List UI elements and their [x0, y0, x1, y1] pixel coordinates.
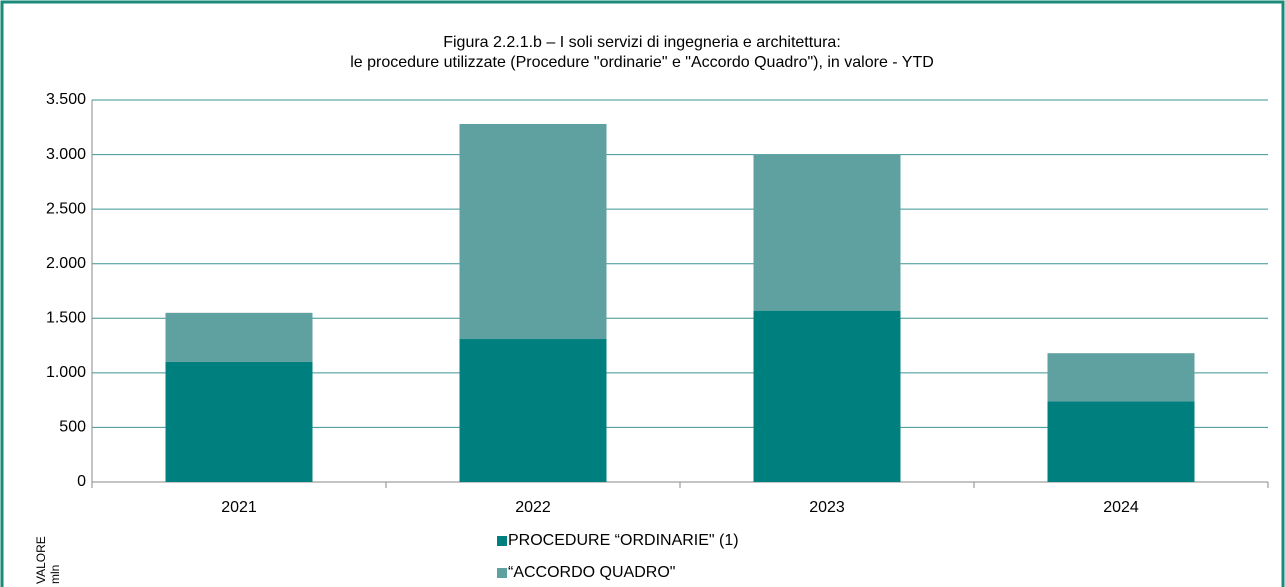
y-axis-label: mln	[48, 565, 62, 584]
bar-segment	[459, 124, 607, 340]
bar-segment	[753, 310, 901, 482]
legend-label: “ACCORDO QUADRO"	[508, 564, 675, 581]
legend-label: PROCEDURE “ORDINARIE" (1)	[508, 532, 739, 549]
y-tick-label: 500	[59, 419, 86, 436]
y-tick-label: 2.000	[46, 255, 86, 272]
bar-segment	[459, 339, 607, 482]
chart-title: Figura 2.2.1.b – I soli servizi di ingeg…	[443, 34, 841, 51]
x-tick-label: 2024	[1103, 499, 1139, 516]
bar-segment	[1047, 353, 1195, 402]
bar-segment	[753, 154, 901, 311]
x-tick-label: 2021	[221, 499, 257, 516]
bar-segment	[165, 312, 313, 362]
y-tick-label: 1.000	[46, 364, 86, 381]
y-tick-label: 3.500	[46, 91, 86, 108]
y-tick-label: 3.000	[46, 146, 86, 163]
y-tick-label: 0	[77, 473, 86, 490]
x-tick-label: 2022	[515, 499, 551, 516]
legend-swatch	[497, 536, 507, 546]
bar-segment	[1047, 401, 1195, 482]
legend-swatch	[497, 568, 507, 578]
chart-title: le procedure utilizzate (Procedure "ordi…	[350, 54, 934, 71]
y-axis-label: VALORE	[34, 536, 48, 584]
y-tick-label: 2.500	[46, 200, 86, 217]
bar-segment	[165, 361, 313, 482]
x-tick-label: 2023	[809, 499, 845, 516]
y-tick-label: 1.500	[46, 310, 86, 327]
